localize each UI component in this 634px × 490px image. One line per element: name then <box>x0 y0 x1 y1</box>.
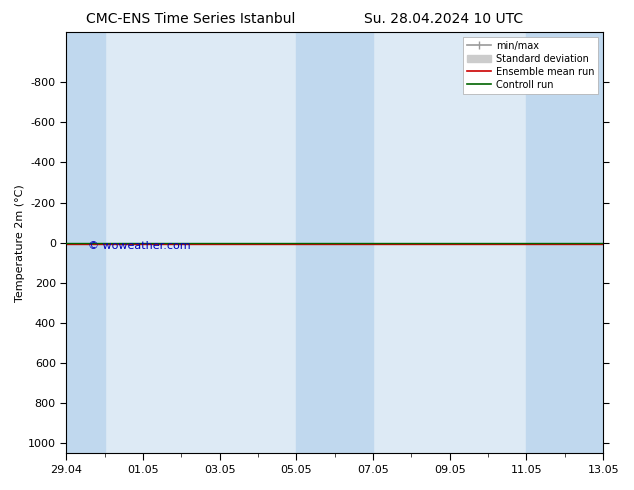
Text: © woweather.com: © woweather.com <box>87 241 190 250</box>
Y-axis label: Temperature 2m (°C): Temperature 2m (°C) <box>15 184 25 301</box>
Bar <box>296 32 373 453</box>
Bar <box>526 32 603 453</box>
Text: Su. 28.04.2024 10 UTC: Su. 28.04.2024 10 UTC <box>365 12 523 26</box>
Bar <box>66 32 105 453</box>
Text: CMC-ENS Time Series Istanbul: CMC-ENS Time Series Istanbul <box>86 12 295 26</box>
Legend: min/max, Standard deviation, Ensemble mean run, Controll run: min/max, Standard deviation, Ensemble me… <box>463 37 598 94</box>
